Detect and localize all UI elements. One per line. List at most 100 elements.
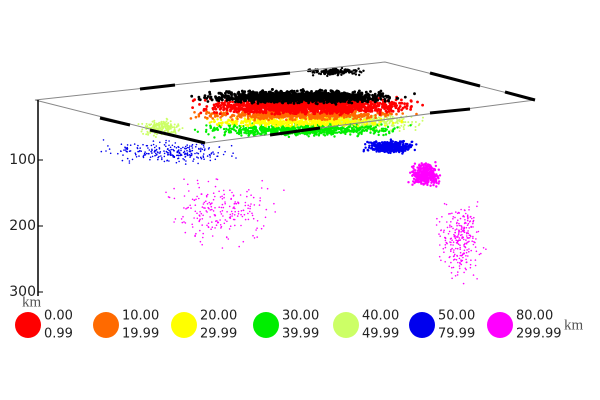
point xyxy=(431,175,435,179)
point xyxy=(268,129,271,132)
point xyxy=(307,131,310,134)
point xyxy=(397,147,400,150)
point xyxy=(244,123,247,127)
point xyxy=(466,219,469,222)
point xyxy=(167,148,169,150)
point xyxy=(465,261,468,264)
point xyxy=(142,132,145,135)
point xyxy=(123,149,125,151)
point xyxy=(443,251,445,253)
point xyxy=(372,114,375,117)
point xyxy=(467,232,470,235)
point xyxy=(421,119,424,122)
point xyxy=(240,134,243,137)
point xyxy=(239,121,243,125)
point xyxy=(276,124,279,128)
point xyxy=(267,125,271,129)
point xyxy=(260,227,263,230)
point xyxy=(401,145,404,148)
point xyxy=(224,202,226,205)
point xyxy=(452,259,455,261)
point xyxy=(413,148,416,152)
point xyxy=(167,196,170,198)
point xyxy=(471,217,473,220)
point xyxy=(195,143,198,146)
point xyxy=(196,130,199,133)
point xyxy=(126,151,128,153)
point xyxy=(199,149,202,151)
point xyxy=(459,234,462,237)
point xyxy=(471,240,474,242)
point xyxy=(219,224,222,226)
point xyxy=(361,126,364,129)
point xyxy=(247,212,249,215)
point xyxy=(212,192,215,194)
point xyxy=(380,144,383,147)
point xyxy=(205,128,208,132)
point xyxy=(334,128,337,131)
point xyxy=(417,166,420,170)
point xyxy=(155,148,158,151)
point xyxy=(265,122,268,126)
point xyxy=(150,144,153,147)
point xyxy=(154,124,157,127)
point xyxy=(240,224,242,227)
point xyxy=(199,111,203,115)
point xyxy=(199,210,201,213)
point xyxy=(468,221,471,223)
point xyxy=(173,197,176,200)
point xyxy=(180,154,182,156)
point xyxy=(207,133,210,136)
point xyxy=(389,142,392,146)
point xyxy=(273,202,275,205)
point xyxy=(232,218,235,221)
point xyxy=(460,208,462,211)
point xyxy=(214,158,217,161)
point xyxy=(168,140,170,142)
point xyxy=(460,259,462,261)
point xyxy=(444,246,447,249)
point xyxy=(135,156,138,158)
point xyxy=(191,149,194,152)
point xyxy=(191,153,193,155)
point xyxy=(222,153,225,156)
point xyxy=(330,126,333,130)
point xyxy=(232,207,234,209)
point xyxy=(281,123,284,126)
point xyxy=(223,133,227,136)
point xyxy=(478,253,481,256)
point xyxy=(463,238,465,241)
point xyxy=(352,130,355,134)
point xyxy=(454,229,457,231)
point xyxy=(254,125,257,128)
point xyxy=(474,264,477,267)
point xyxy=(473,241,475,243)
point xyxy=(239,194,242,196)
point xyxy=(239,113,242,116)
point xyxy=(222,189,225,192)
point xyxy=(423,163,426,166)
point xyxy=(444,261,447,263)
point xyxy=(173,187,175,190)
point xyxy=(240,124,243,128)
point xyxy=(147,133,150,136)
point xyxy=(475,250,478,253)
point xyxy=(468,237,471,239)
point xyxy=(449,212,451,215)
point xyxy=(470,215,472,218)
point xyxy=(309,130,313,134)
point xyxy=(170,154,172,156)
point xyxy=(148,152,150,155)
point xyxy=(437,182,440,185)
point xyxy=(238,124,241,128)
point xyxy=(228,216,231,219)
point xyxy=(455,236,458,238)
point xyxy=(198,219,201,222)
point xyxy=(237,202,240,205)
point xyxy=(417,174,420,177)
point xyxy=(465,235,468,237)
point xyxy=(141,122,144,125)
point xyxy=(218,206,220,208)
point xyxy=(250,126,253,130)
point xyxy=(145,122,148,125)
